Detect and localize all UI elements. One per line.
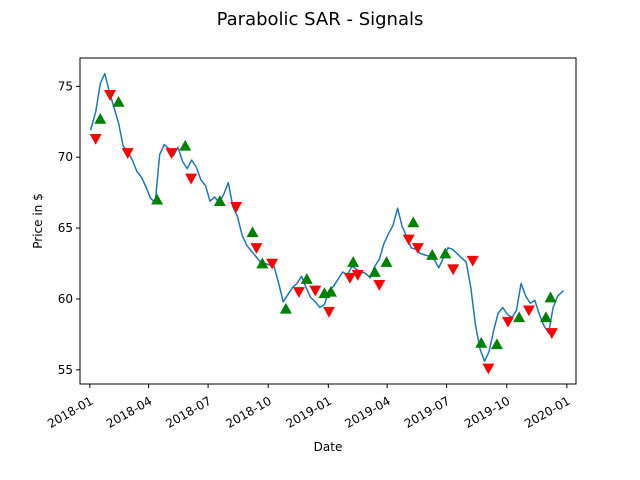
sell-signal-marker <box>343 272 356 284</box>
buy-signal-marker <box>368 266 381 277</box>
buy-signal-marker <box>475 336 488 348</box>
sell-signal-series <box>89 90 558 375</box>
buy-signal-marker <box>300 273 313 284</box>
x-axis: 2018-01 2018-04 2018-07 2018-10 2019-01 2019-… <box>45 384 573 431</box>
sell-signal-marker <box>322 306 335 318</box>
y-axis: 55 60 65 70 75 <box>58 79 80 377</box>
buy-signal-series <box>94 95 557 350</box>
sell-signal-marker <box>411 243 424 254</box>
y-tick-label: 70 <box>58 150 73 164</box>
x-tick-label: 2018-04 <box>104 394 154 431</box>
y-tick-label: 75 <box>58 79 73 93</box>
x-tick-label: 2019-10 <box>462 394 512 431</box>
plot-area <box>79 57 577 385</box>
sell-signal-marker <box>165 148 178 159</box>
sell-signal-marker <box>466 255 479 267</box>
buy-signal-marker <box>490 338 503 350</box>
sell-signal-marker <box>250 243 263 254</box>
buy-signal-marker <box>246 226 259 238</box>
buy-signal-marker <box>513 311 526 323</box>
sell-signal-marker <box>402 234 415 246</box>
sell-signal-marker <box>545 328 558 339</box>
buy-signal-marker <box>112 95 125 107</box>
buy-signal-marker <box>439 247 452 259</box>
buy-signal-marker <box>179 139 192 151</box>
sell-signal-marker <box>266 258 279 270</box>
sell-signal-marker <box>482 363 495 375</box>
buy-signal-marker <box>426 249 439 260</box>
sell-signal-marker <box>373 279 386 291</box>
sell-signal-marker <box>522 305 535 317</box>
y-axis-label: Price in $ <box>31 193 45 248</box>
sell-signal-marker <box>230 202 243 213</box>
plot-frame <box>79 57 577 385</box>
buy-signal-marker <box>539 311 552 323</box>
sell-signal-marker <box>309 285 322 297</box>
x-tick-label: 2019-04 <box>342 394 392 431</box>
x-tick-label: 2018-01 <box>45 394 95 431</box>
x-tick-label: 2018-07 <box>163 394 213 431</box>
buy-signal-marker <box>407 216 420 228</box>
sell-signal-marker <box>502 316 515 328</box>
chart-title: Parabolic SAR - Signals <box>217 9 424 30</box>
buy-signal-marker <box>94 112 107 124</box>
x-tick-label: 2019-01 <box>284 394 334 431</box>
buy-signal-marker <box>380 256 393 267</box>
buy-signal-marker <box>347 256 360 267</box>
x-axis-label: Date <box>314 440 343 454</box>
buy-signal-marker <box>544 291 557 303</box>
x-tick-label: 2019-07 <box>402 394 452 431</box>
sell-signal-marker <box>351 270 364 281</box>
y-tick-label: 55 <box>58 363 73 377</box>
buy-signal-marker <box>213 195 226 206</box>
x-tick-label: 2018-10 <box>223 394 273 431</box>
buy-signal-marker <box>324 285 337 297</box>
y-tick-label: 60 <box>58 292 73 306</box>
sell-signal-marker <box>89 133 102 145</box>
x-tick-label: 2020-01 <box>522 394 572 431</box>
buy-signal-marker <box>279 302 292 314</box>
sell-signal-marker <box>292 287 305 298</box>
sell-signal-marker <box>447 264 460 276</box>
buy-signal-marker <box>256 257 269 269</box>
sell-signal-marker <box>121 148 134 159</box>
y-tick-label: 65 <box>58 221 73 235</box>
buy-signal-marker <box>151 193 164 205</box>
sell-signal-marker <box>104 90 117 101</box>
sell-signal-marker <box>185 173 198 185</box>
